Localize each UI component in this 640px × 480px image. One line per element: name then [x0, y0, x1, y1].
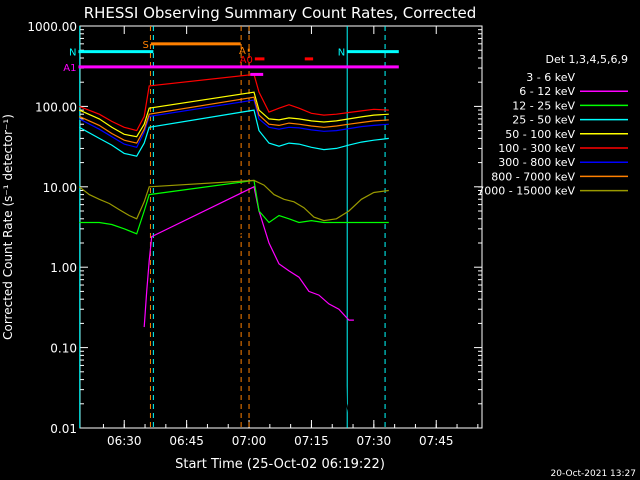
series-line	[143, 227, 354, 415]
y-tick-label: 1000.00	[27, 20, 77, 34]
x-tick-label: 07:00	[232, 434, 267, 448]
flag-bar	[78, 50, 154, 54]
chart-title: RHESSI Observing Summary Count Rates, Co…	[84, 4, 477, 22]
y-tick-label: 10.00	[43, 181, 77, 195]
y-axis-label: Corrected Count Rate (s⁻¹ detector⁻¹)	[1, 114, 15, 340]
flag-bar	[250, 72, 264, 76]
legend-label: 100 - 300 keV	[498, 142, 575, 155]
x-tick-label: 06:30	[107, 434, 142, 448]
legend-label: 7000 - 15000 keV	[477, 185, 575, 198]
series-line	[79, 91, 389, 138]
legend-label: 3 - 6 keV	[526, 71, 575, 84]
legend-label: 12 - 25 keV	[512, 99, 575, 112]
flag-bar	[254, 57, 265, 61]
flag-bar	[304, 57, 314, 61]
plot-area: 1000.00 100.00 10.00 1.00 0.10 0.01 06:30 06:45…	[27, 20, 483, 448]
series-line	[79, 179, 389, 235]
legend-label: 25 - 50 keV	[512, 114, 575, 127]
legend-title: Det 1,3,4,5,6,9	[545, 53, 628, 66]
x-tick-label: 07:30	[357, 434, 392, 448]
y-tick-label: 0.01	[50, 422, 77, 436]
flag-bar	[78, 65, 399, 69]
flag-label: A	[239, 46, 246, 57]
series-line	[79, 109, 389, 157]
x-axis-label: Start Time (25-Oct-02 06:19:22)	[175, 457, 385, 472]
x-tick-label: 07:15	[294, 434, 329, 448]
series-line	[143, 185, 354, 328]
series-line	[79, 73, 389, 132]
x-tick-label: 07:45	[419, 434, 454, 448]
flag-bar	[150, 42, 241, 46]
y-tick-label: 1.00	[50, 261, 77, 275]
series-line	[79, 99, 389, 149]
flag-bar	[247, 48, 250, 52]
plot-frame	[79, 25, 483, 429]
legend-label: 50 - 100 keV	[505, 128, 575, 141]
x-tick-label: 06:45	[169, 434, 204, 448]
legend-label: 6 - 12 keV	[519, 85, 575, 98]
flag-label: N	[338, 48, 345, 59]
flag-label: A0	[240, 55, 253, 66]
y-tick-label: 0.10	[50, 342, 77, 356]
series-line	[79, 96, 389, 144]
y-tick-label: 100.00	[35, 100, 77, 114]
timestamp: 20-Oct-2021 13:27	[551, 469, 636, 479]
series-line	[78, 179, 389, 222]
flag-label: A1	[63, 63, 76, 74]
flag-label: S	[143, 40, 149, 51]
flag-label: N	[69, 48, 76, 59]
legend-label: 300 - 800 keV	[498, 156, 575, 169]
flag-bar	[347, 50, 399, 54]
legend-label: 800 - 7000 keV	[491, 170, 575, 183]
